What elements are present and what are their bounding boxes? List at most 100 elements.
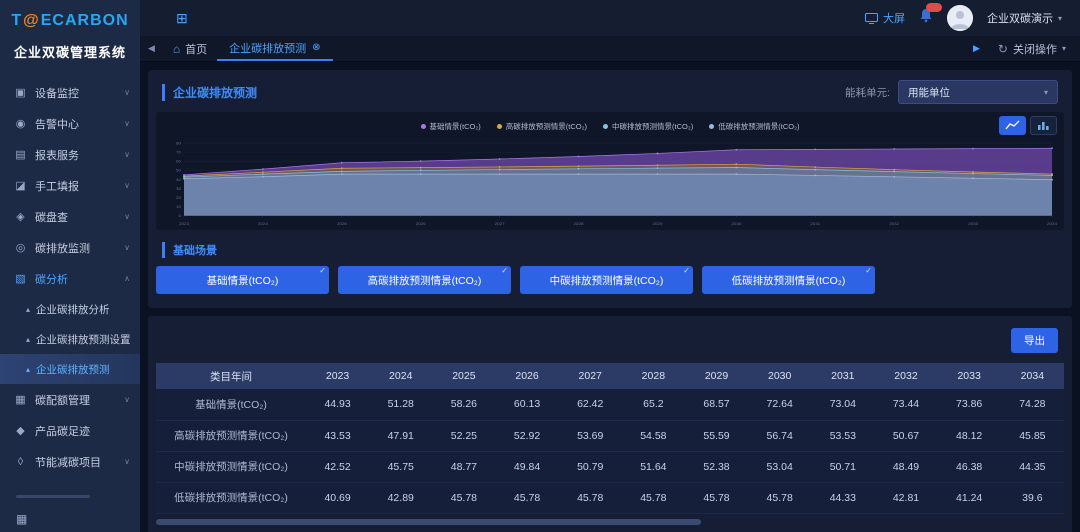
emission-monitor-icon: ◎ — [15, 242, 26, 254]
table-column-header: 2031 — [811, 363, 875, 389]
table-row-label: 基础情景(tCO₂) — [156, 389, 306, 421]
table-cell: 60.13 — [495, 389, 559, 421]
svg-text:2034: 2034 — [1047, 221, 1058, 226]
notification-badge — [925, 3, 942, 12]
table-cell: 46.38 — [937, 451, 1001, 483]
energy-unit-select[interactable]: 用能单位 ▾ — [898, 80, 1058, 104]
legend-item[interactable]: 高碳排放预测情景(tCO₂) — [496, 121, 587, 132]
chevron-icon: ∨ — [124, 181, 130, 190]
sidebar-item[interactable]: ▦ 碳配额管理 ∨ — [0, 384, 140, 415]
sidebar-subitem-label: 企业碳排放预测 — [36, 363, 110, 376]
table-cell: 42.52 — [306, 451, 370, 483]
legend-label: 基础情景(tCO₂) — [429, 121, 481, 131]
sidebar-item[interactable]: ◊ 节能减碳项目 ∨ — [0, 446, 140, 477]
avatar[interactable] — [946, 5, 973, 31]
logo-text: ECARBON — [40, 12, 129, 29]
close-tab-icon[interactable]: ⊗ — [312, 42, 321, 53]
sidebar-subitem[interactable]: ▴ 企业碳排放预测 — [0, 354, 140, 384]
table-cell: 44.33 — [811, 482, 875, 514]
table-cell: 45.78 — [432, 482, 496, 514]
sidebar-item[interactable]: ◪ 手工填报 ∨ — [0, 170, 140, 201]
page-title: 企业碳排放预测 — [162, 83, 257, 101]
svg-text:20: 20 — [176, 195, 182, 200]
table-cell: 40.69 — [306, 482, 370, 514]
tab-home[interactable]: ⌂ 首页 — [163, 36, 217, 61]
sidebar-item[interactable]: ◆ 产品碳足迹 — [0, 415, 140, 446]
table-row-label: 低碳排放预测情景(tCO₂) — [156, 482, 306, 514]
notification-button[interactable] — [919, 3, 942, 28]
user-icon — [946, 5, 973, 31]
chevron-icon: ∨ — [124, 457, 130, 466]
chevron-icon: ∨ — [124, 212, 130, 221]
energy-unit-value: 用能单位 — [908, 86, 950, 99]
big-screen-button[interactable]: 大屏 — [864, 10, 905, 26]
sidebar-item-label: 碳盘查 — [35, 211, 68, 224]
sidebar-item[interactable]: ▣ 设备监控 ∨ — [0, 77, 140, 108]
check-icon: ✓ — [501, 266, 508, 275]
sidebar-subitem[interactable]: ▴ 企业碳排放分析 — [0, 294, 140, 324]
chart-plot-area[interactable]: 0 10 20 30 40 50 60 70 80 2023 2024 2025 2026 2027 202… — [160, 136, 1060, 228]
chevron-icon: ∨ — [124, 243, 130, 252]
tabs-scroll-right-icon[interactable]: ▶ — [973, 43, 980, 53]
check-icon: ✓ — [319, 266, 326, 275]
chevron-down-icon: ▾ — [1061, 44, 1066, 53]
logo: T @ ECARBON — [0, 0, 140, 30]
sidebar-subitem[interactable]: ▴ 企业碳排放预测设置 — [0, 324, 140, 354]
sidebar-item[interactable]: ◎ 碳排放监测 ∨ — [0, 232, 140, 263]
table-cell: 52.38 — [684, 451, 749, 483]
table-cell: 45.85 — [1000, 420, 1064, 452]
sidebar-item[interactable]: ◉ 告警中心 ∨ — [0, 108, 140, 139]
menu-fold-icon[interactable]: ⊞ — [176, 9, 188, 26]
table-head: 类目年间 2023 2024 2025 2026 2027 2028 2029 2030 2031… — [156, 363, 1064, 389]
table-column-header: 2032 — [874, 363, 938, 389]
table-column-header: 2028 — [621, 363, 685, 389]
export-button[interactable]: 导出 — [1011, 328, 1058, 353]
scenario-section-header: 基础场景 — [148, 230, 1072, 266]
chevron-down-icon: ▾ — [1043, 87, 1048, 97]
legend-item[interactable]: 中碳排放预测情景(tCO₂) — [603, 121, 693, 132]
table-row-label: 高碳排放预测情景(tCO₂) — [156, 420, 306, 452]
legend-label: 中碳排放预测情景(tCO₂) — [612, 121, 694, 131]
scenario-button[interactable]: 基础情景(tCO₂) ✓ — [156, 266, 329, 294]
tabs-scroll-left-icon[interactable]: ◀ — [148, 43, 155, 53]
home-icon: ⌂ — [172, 41, 181, 56]
sidebar-menu: ▣ 设备监控 ∨ ◉ 告警中心 ∨ ▤ 报表服务 ∨ ◪ 手工填报 ∨ ◈ 碳盘查 ∨ ◎ 碳排放监测 ∨ ▧ 碳分析… — [0, 77, 140, 477]
sidebar-item[interactable]: ◈ 碳盘查 ∨ — [0, 201, 140, 232]
table-cell: 41.24 — [937, 482, 1001, 514]
line-chart-toggle[interactable] — [999, 116, 1026, 135]
table-cell: 45.78 — [684, 482, 749, 514]
table-cell: 45.78 — [495, 482, 559, 514]
table-column-header: 2025 — [432, 363, 496, 389]
scenario-button[interactable]: 低碳排放预测情景(tCO₂) ✓ — [702, 266, 875, 294]
legend-item[interactable]: 基础情景(tCO₂) — [420, 121, 481, 132]
scrollbar-thumb[interactable] — [156, 518, 701, 525]
product-footprint-icon: ◆ — [16, 425, 25, 437]
table-cell: 48.49 — [874, 451, 938, 483]
tab-active[interactable]: 企业碳排放预测 ⊗ — [217, 36, 333, 61]
sidebar-item[interactable]: ▧ 碳分析 ∧ — [0, 263, 140, 294]
logo-prefix: T — [11, 12, 23, 29]
grid-icon[interactable]: ▦ — [16, 512, 28, 526]
carbon-analysis-icon: ▧ — [15, 273, 26, 285]
scenario-button-label: 低碳排放预测情景(tCO₂) — [731, 274, 846, 287]
close-operations-menu[interactable]: ↻ 关闭操作 ▾ — [998, 41, 1066, 57]
bar-chart-toggle[interactable] — [1030, 116, 1057, 135]
table-cell: 43.53 — [306, 420, 370, 452]
scenario-button[interactable]: 高碳排放预测情景(tCO₂) ✓ — [338, 266, 511, 294]
table-cell: 52.92 — [495, 420, 559, 452]
chevron-icon: ∨ — [124, 395, 130, 404]
scenario-button[interactable]: 中碳排放预测情景(tCO₂) ✓ — [520, 266, 693, 294]
legend-label: 低碳排放预测情景(tCO₂) — [718, 121, 800, 131]
table-row: 基础情景(tCO₂) 44.93 51.28 58.26 60.13 62.42 65.2 6… — [156, 389, 1064, 421]
table-cell: 45.78 — [621, 482, 685, 514]
sidebar-item[interactable]: ▤ 报表服务 ∨ — [0, 139, 140, 170]
svg-text:40: 40 — [176, 177, 182, 182]
svg-text:2025: 2025 — [337, 221, 348, 226]
table-cell: 48.77 — [432, 451, 496, 483]
table-cell: 47.91 — [369, 420, 433, 452]
account-menu[interactable]: 企业双碳演示 ▾ — [987, 10, 1062, 26]
sidebar-item-label: 产品碳足迹 — [35, 425, 90, 438]
legend-item[interactable]: 低碳排放预测情景(tCO₂) — [709, 121, 800, 132]
big-screen-label: 大屏 — [882, 13, 905, 25]
